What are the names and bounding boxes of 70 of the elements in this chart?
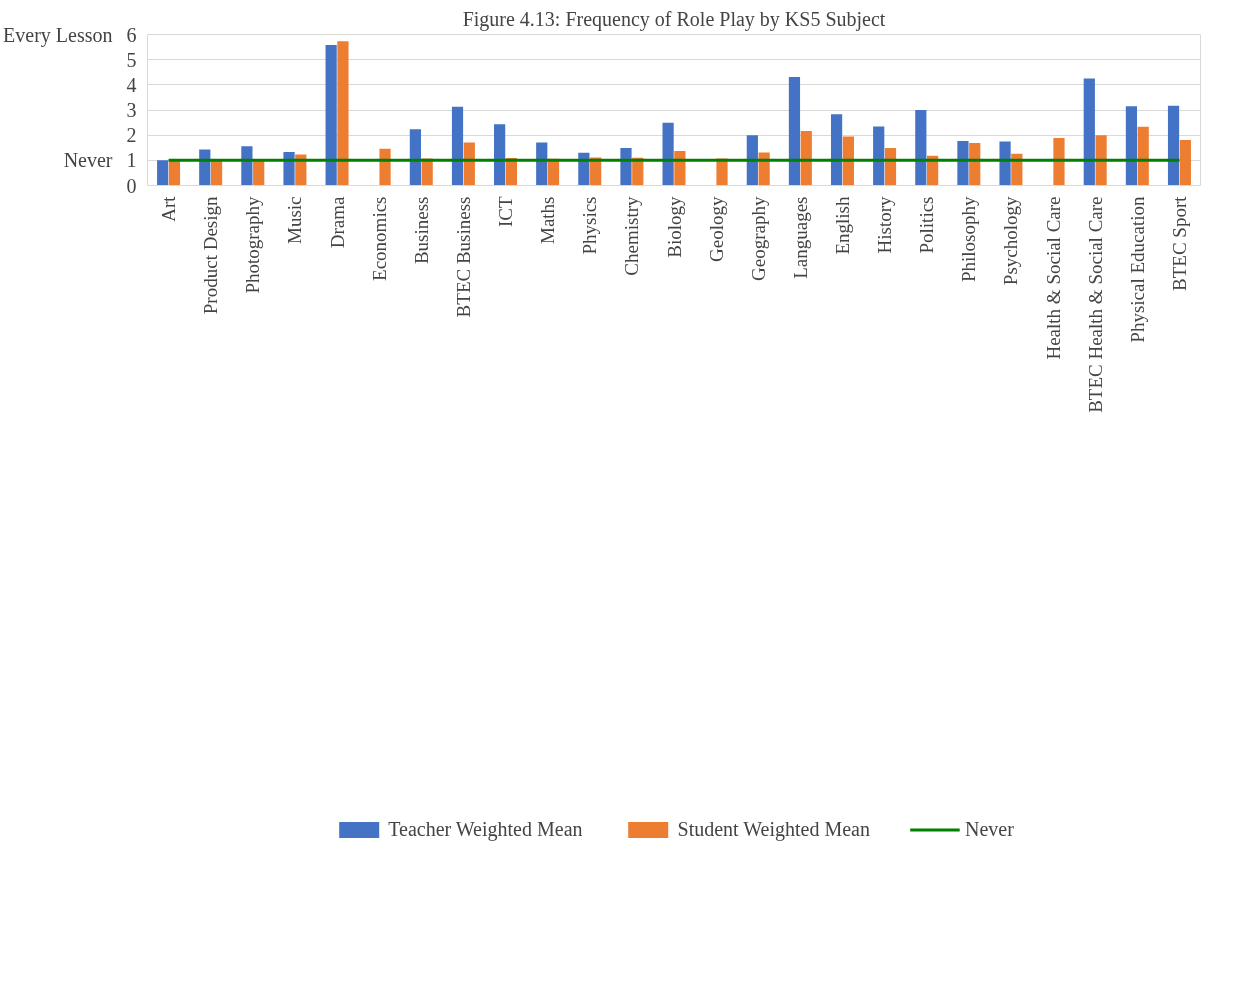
bar (1125, 106, 1138, 186)
x-tick-label: BTEC Business (452, 196, 474, 318)
bar (800, 130, 812, 186)
y-tick-label: 0 (126, 174, 137, 197)
bar (168, 160, 181, 186)
x-tick-label: Music (284, 196, 306, 244)
x-tick-label: Physics (579, 196, 601, 255)
bar (241, 146, 253, 186)
x-tick-label: Politics (916, 196, 938, 254)
x-tick-label: Product Design (200, 196, 222, 315)
legend-label: Never (964, 817, 1014, 841)
bar (325, 45, 337, 186)
chart-title: Figure 4.13: Frequency of Role Play by KS5 Subject (462, 7, 886, 31)
bar (1167, 105, 1180, 186)
bar (915, 110, 927, 186)
bar (283, 152, 295, 186)
bar (620, 148, 632, 186)
legend-label: Student Weighted Mean (677, 817, 870, 841)
bar (999, 141, 1011, 186)
bar (1137, 126, 1149, 186)
bar (409, 129, 421, 186)
x-tick-label: Maths (537, 196, 559, 244)
legend-label: Teacher Weighted Mean (388, 817, 583, 841)
bar (662, 122, 674, 186)
text: Never (63, 149, 113, 172)
bar (788, 77, 801, 186)
y-tick-label: 2 (126, 124, 137, 147)
x-tick-label: Geography (747, 196, 769, 281)
bar (842, 136, 854, 186)
bar (494, 124, 506, 186)
bar (337, 41, 349, 186)
y-tick-label: 4 (126, 73, 137, 96)
x-tick-label: History (874, 196, 896, 254)
bar (463, 142, 475, 186)
x-tick-label: BTEC Sport (1168, 195, 1190, 291)
bar (1095, 135, 1107, 186)
x-tick-label: Drama (326, 195, 348, 249)
x-tick-label: BTEC Health & Social Care (1084, 196, 1106, 413)
x-tick-label: Business (410, 196, 432, 265)
x-tick-label: Art (158, 195, 180, 222)
bar (873, 126, 885, 186)
x-tick-label: Physical Education (1126, 196, 1148, 343)
x-tick-label: Languages (789, 196, 811, 279)
text: Every Lesson (3, 23, 113, 47)
bar (1053, 137, 1065, 186)
x-tick-label: Photography (242, 196, 264, 294)
bar (379, 148, 391, 186)
bar (1179, 139, 1191, 186)
y-tick-label: 5 (126, 48, 137, 71)
bar (746, 135, 758, 186)
bar (536, 142, 548, 186)
y-tick-label: 1 (126, 149, 137, 172)
y-tick-label: 6 (126, 23, 137, 46)
bar (957, 140, 969, 186)
bar (1083, 78, 1095, 186)
bar (157, 160, 169, 186)
bar (969, 142, 981, 186)
x-tick-label: Health & Social Care (1042, 196, 1064, 360)
x-tick-label: English (831, 196, 853, 255)
x-tick-label: Economics (368, 196, 390, 281)
x-tick-label: Chemistry (621, 196, 643, 276)
x-tick-label: Philosophy (958, 196, 980, 283)
x-tick-label: Psychology (1000, 196, 1022, 286)
x-tick-label: Biology (663, 196, 685, 258)
bar (253, 160, 265, 186)
x-tick-label: ICT (495, 196, 517, 228)
bar (830, 114, 843, 186)
bar (451, 106, 464, 186)
y-tick-label: 3 (126, 99, 137, 121)
x-tick-label: Geology (705, 196, 727, 262)
